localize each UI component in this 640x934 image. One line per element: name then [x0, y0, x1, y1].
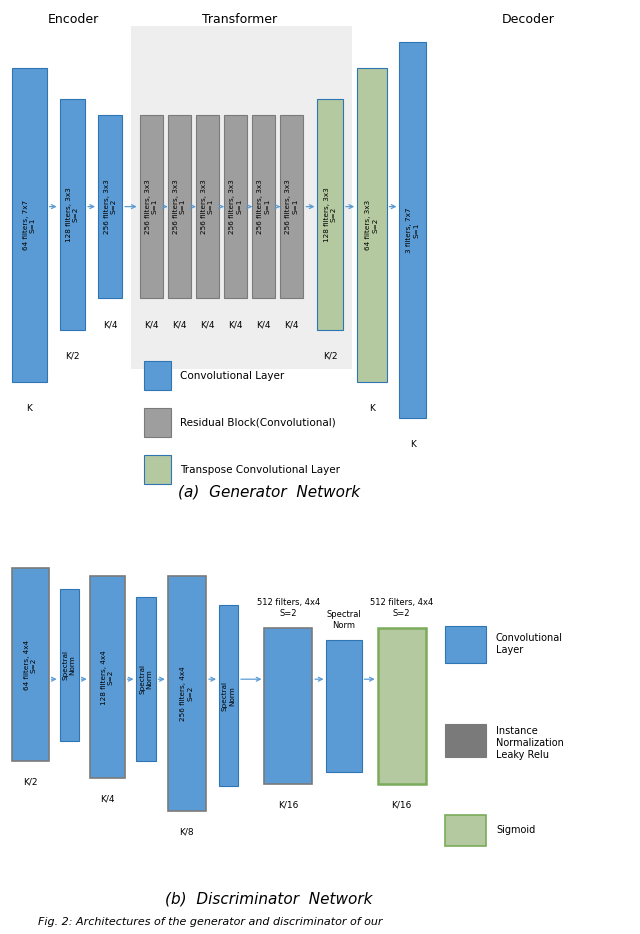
- FancyBboxPatch shape: [445, 814, 486, 845]
- Text: K/16: K/16: [278, 800, 298, 810]
- FancyBboxPatch shape: [264, 628, 312, 784]
- Text: K/16: K/16: [392, 800, 412, 810]
- FancyBboxPatch shape: [144, 455, 171, 484]
- Text: 256 filters, 3x3
S=1: 256 filters, 3x3 S=1: [145, 179, 157, 234]
- Text: 128 filters, 3x3
S=2: 128 filters, 3x3 S=2: [324, 187, 337, 242]
- FancyBboxPatch shape: [252, 115, 275, 298]
- FancyBboxPatch shape: [60, 588, 79, 741]
- Text: K/2: K/2: [323, 351, 337, 361]
- Text: K/2: K/2: [23, 778, 37, 786]
- Text: 512 filters, 4x4
S=2: 512 filters, 4x4 S=2: [370, 598, 433, 617]
- Text: K/4: K/4: [103, 320, 117, 329]
- Text: Decoder: Decoder: [502, 13, 554, 26]
- Text: Transformer: Transformer: [202, 13, 278, 26]
- Text: Spectral
Norm: Spectral Norm: [63, 650, 76, 680]
- FancyBboxPatch shape: [144, 361, 171, 389]
- FancyBboxPatch shape: [136, 597, 156, 761]
- FancyBboxPatch shape: [12, 568, 49, 761]
- FancyBboxPatch shape: [98, 115, 122, 298]
- Text: 64 filters, 3x3
S=2: 64 filters, 3x3 S=2: [365, 200, 378, 250]
- FancyBboxPatch shape: [131, 26, 352, 369]
- Text: 128 filters, 3x3
S=2: 128 filters, 3x3 S=2: [66, 187, 79, 242]
- Text: 256 filters, 4x4
S=2: 256 filters, 4x4 S=2: [180, 666, 193, 721]
- Text: Spectral
Norm: Spectral Norm: [222, 681, 235, 711]
- Text: K: K: [410, 441, 416, 449]
- FancyBboxPatch shape: [378, 628, 426, 784]
- FancyBboxPatch shape: [140, 115, 163, 298]
- Text: Sigmoid: Sigmoid: [496, 826, 535, 835]
- Text: 256 filters, 3x3
S=1: 256 filters, 3x3 S=1: [229, 179, 242, 234]
- Text: Spectral
Norm: Spectral Norm: [140, 664, 152, 694]
- Text: K/2: K/2: [65, 351, 79, 361]
- Text: K: K: [369, 403, 375, 413]
- Text: (b)  Discriminator  Network: (b) Discriminator Network: [165, 892, 372, 907]
- Text: 64 filters, 7x7
S=1: 64 filters, 7x7 S=1: [22, 200, 36, 250]
- Text: Residual Block(Convolutional): Residual Block(Convolutional): [180, 417, 335, 428]
- FancyBboxPatch shape: [12, 68, 47, 382]
- FancyBboxPatch shape: [224, 115, 247, 298]
- FancyBboxPatch shape: [168, 115, 191, 298]
- FancyBboxPatch shape: [219, 605, 238, 786]
- Text: K/4: K/4: [144, 320, 158, 329]
- Text: 256 filters, 3x3
S=1: 256 filters, 3x3 S=1: [201, 179, 214, 234]
- FancyBboxPatch shape: [196, 115, 219, 298]
- FancyBboxPatch shape: [445, 626, 486, 663]
- Text: K/4: K/4: [172, 320, 186, 329]
- Text: 128 filters, 4x4
S=2: 128 filters, 4x4 S=2: [100, 650, 114, 704]
- Text: Convolutional
Layer: Convolutional Layer: [496, 633, 563, 655]
- Text: K/8: K/8: [180, 828, 194, 836]
- Text: K/4: K/4: [285, 320, 299, 329]
- FancyBboxPatch shape: [357, 68, 387, 382]
- FancyBboxPatch shape: [144, 408, 171, 437]
- Text: K: K: [26, 403, 32, 413]
- Text: Transpose Convolutional Layer: Transpose Convolutional Layer: [180, 465, 340, 474]
- Text: 256 filters, 3x3
S=1: 256 filters, 3x3 S=1: [285, 179, 298, 234]
- Text: 64 filters, 4x4
S=2: 64 filters, 4x4 S=2: [24, 640, 36, 690]
- Text: (a)  Generator  Network: (a) Generator Network: [178, 484, 360, 499]
- FancyBboxPatch shape: [90, 576, 125, 778]
- Text: Convolutional Layer: Convolutional Layer: [180, 371, 284, 380]
- FancyBboxPatch shape: [280, 115, 303, 298]
- Text: 256 filters, 3x3
S=1: 256 filters, 3x3 S=1: [257, 179, 270, 234]
- Text: 256 filters, 3x3
S=2: 256 filters, 3x3 S=2: [104, 179, 116, 234]
- FancyBboxPatch shape: [326, 640, 362, 771]
- FancyBboxPatch shape: [168, 576, 206, 811]
- Text: K/4: K/4: [200, 320, 214, 329]
- Text: K/4: K/4: [100, 794, 115, 803]
- FancyBboxPatch shape: [445, 725, 486, 757]
- FancyBboxPatch shape: [399, 42, 426, 418]
- Text: Fig. 2: Architectures of the generator and discriminator of our: Fig. 2: Architectures of the generator a…: [38, 916, 383, 927]
- Text: Spectral
Norm: Spectral Norm: [326, 611, 362, 630]
- Text: K/4: K/4: [228, 320, 243, 329]
- Text: 256 filters, 3x3
S=1: 256 filters, 3x3 S=1: [173, 179, 186, 234]
- Text: 3 filters, 7x7
S=1: 3 filters, 7x7 S=1: [406, 207, 419, 253]
- Text: 512 filters, 4x4
S=2: 512 filters, 4x4 S=2: [257, 598, 320, 617]
- Text: K/4: K/4: [257, 320, 271, 329]
- Text: Instance
Normalization
Leaky Relu: Instance Normalization Leaky Relu: [496, 727, 564, 759]
- Text: Encoder: Encoder: [48, 13, 99, 26]
- FancyBboxPatch shape: [60, 99, 85, 330]
- FancyBboxPatch shape: [317, 99, 343, 330]
